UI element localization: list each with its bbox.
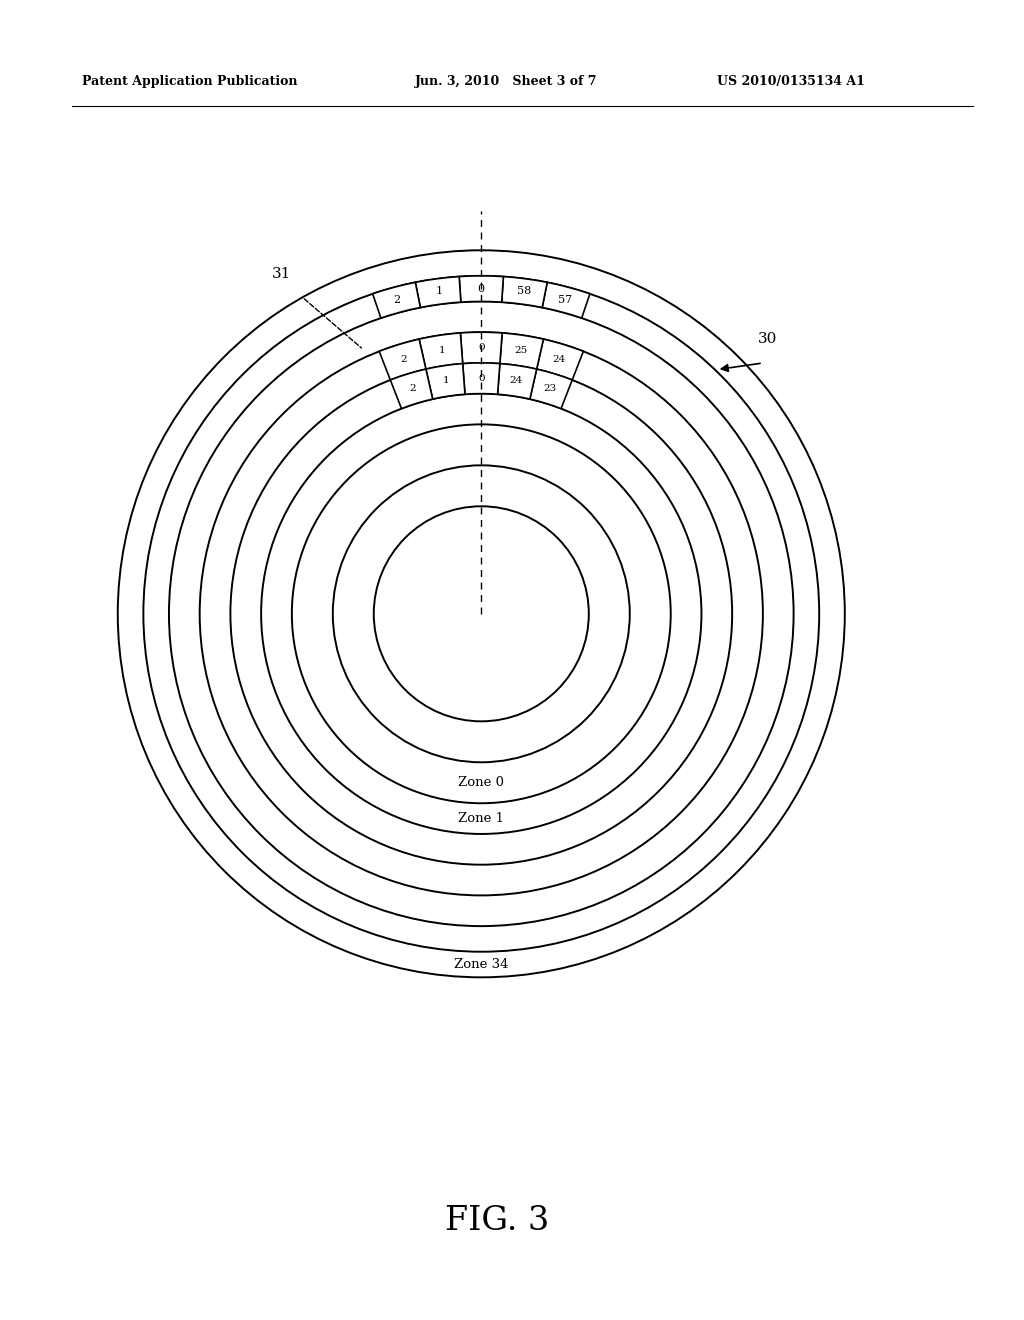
Wedge shape [498, 363, 537, 399]
Text: 24: 24 [553, 355, 565, 364]
Text: 31: 31 [272, 267, 291, 281]
Wedge shape [529, 370, 572, 409]
Text: 25: 25 [514, 346, 527, 355]
Wedge shape [426, 363, 465, 399]
Wedge shape [379, 339, 426, 380]
Text: 23: 23 [544, 384, 557, 393]
Wedge shape [537, 339, 584, 380]
Text: 2: 2 [410, 384, 416, 393]
Wedge shape [461, 333, 502, 363]
Text: 24: 24 [510, 376, 522, 385]
Text: Patent Application Publication: Patent Application Publication [82, 75, 297, 88]
Text: FIG. 3: FIG. 3 [444, 1205, 549, 1237]
Wedge shape [543, 282, 590, 318]
Text: 0: 0 [478, 284, 484, 293]
Wedge shape [463, 363, 500, 395]
Text: 0: 0 [478, 343, 484, 352]
Text: Zone 0: Zone 0 [459, 776, 504, 789]
Wedge shape [500, 333, 544, 370]
Text: 0: 0 [478, 374, 484, 383]
Wedge shape [419, 333, 463, 370]
Text: 58: 58 [516, 286, 530, 297]
Text: US 2010/0135134 A1: US 2010/0135134 A1 [717, 75, 864, 88]
Wedge shape [390, 370, 433, 409]
Text: 1: 1 [438, 346, 445, 355]
Text: 30: 30 [759, 331, 777, 346]
Wedge shape [416, 277, 461, 308]
Text: Zone 34: Zone 34 [454, 957, 509, 970]
Text: Zone 1: Zone 1 [459, 812, 504, 825]
Wedge shape [459, 276, 504, 302]
Text: 2: 2 [400, 355, 407, 364]
Wedge shape [502, 277, 547, 308]
Text: 1: 1 [443, 376, 450, 385]
Wedge shape [373, 282, 420, 318]
Text: 1: 1 [435, 286, 442, 297]
Text: 2: 2 [393, 294, 400, 305]
Text: Jun. 3, 2010   Sheet 3 of 7: Jun. 3, 2010 Sheet 3 of 7 [415, 75, 597, 88]
Text: 57: 57 [558, 294, 572, 305]
